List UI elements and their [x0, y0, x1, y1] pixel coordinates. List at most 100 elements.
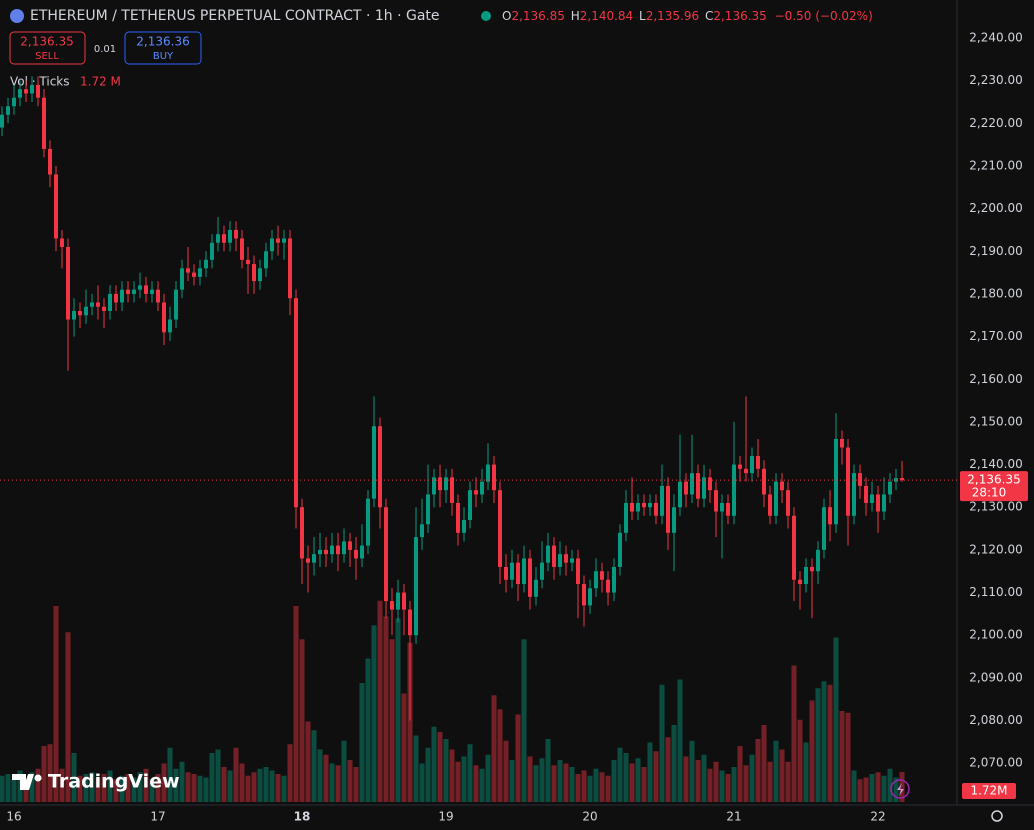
- candle-body: [864, 485, 868, 503]
- o-label: O: [502, 9, 511, 23]
- candle-body: [576, 558, 580, 585]
- candle-body: [750, 456, 754, 474]
- volume-bar: [851, 770, 857, 802]
- volume-bar: [683, 756, 689, 802]
- candle-body: [324, 549, 328, 555]
- volume-bar: [65, 632, 71, 802]
- candle-body: [384, 507, 388, 602]
- candle-body: [90, 302, 94, 307]
- candle-body: [240, 238, 244, 260]
- volume-bar: [665, 737, 671, 802]
- settings-button[interactable]: [991, 810, 1003, 822]
- candle-body: [360, 545, 364, 559]
- chart-title: ETHEREUM / TETHERUS PERPETUAL CONTRACT ·…: [30, 8, 440, 24]
- y-tick-label: 2,130.00: [969, 500, 1022, 514]
- candle-body: [78, 310, 82, 316]
- candle-body: [882, 494, 886, 512]
- candle-body: [210, 242, 214, 260]
- x-tick-label: 21: [726, 810, 741, 824]
- volume-bar: [707, 768, 713, 802]
- volume-bar: [431, 726, 437, 802]
- volume-bar: [485, 754, 491, 802]
- volume-bar: [815, 688, 821, 802]
- candle-body: [60, 238, 64, 248]
- volume-bar: [353, 767, 359, 802]
- o-value: 2,136.85: [511, 9, 564, 23]
- candle-body: [108, 293, 112, 311]
- candle-body: [792, 515, 796, 580]
- candle-body: [228, 229, 232, 243]
- candle-body: [516, 562, 520, 585]
- volume-bar: [293, 606, 299, 802]
- volume-bar: [617, 747, 623, 802]
- volume-bar: [443, 739, 449, 802]
- volume-bar: [47, 744, 53, 802]
- volume-bar: [257, 768, 263, 802]
- volume-bar: [263, 767, 269, 802]
- volume-bar: [107, 770, 113, 802]
- status-dot: [481, 11, 491, 21]
- candle-body: [366, 498, 370, 546]
- volume-bar: [155, 774, 161, 802]
- volume-bar: [539, 758, 545, 802]
- volume-bar: [575, 774, 581, 802]
- volume-bar: [179, 761, 185, 802]
- y-tick-label: 2,140.00: [969, 457, 1022, 471]
- candle-body: [18, 89, 22, 98]
- volume-bar: [809, 700, 815, 802]
- candle-body: [378, 426, 382, 508]
- candle-body: [282, 238, 286, 243]
- volume-bar: [95, 777, 101, 802]
- sell-button[interactable]: [9, 31, 86, 65]
- volume-bar: [269, 770, 275, 802]
- candle-body: [294, 298, 298, 508]
- candle-body: [24, 89, 28, 94]
- candle-body: [342, 541, 346, 555]
- volume-bar: [653, 751, 659, 802]
- volume-bar: [857, 779, 863, 802]
- candle-body: [630, 502, 634, 512]
- volume-bar: [737, 746, 743, 802]
- volume-bar: [389, 639, 395, 802]
- candle-body: [84, 306, 88, 316]
- candle-body: [702, 477, 706, 499]
- volume-bar: [713, 761, 719, 802]
- candle-body: [474, 490, 478, 495]
- candle-body: [492, 464, 496, 491]
- volume-bar: [647, 742, 653, 802]
- lightning-button[interactable]: [890, 779, 910, 799]
- volume-bar: [803, 742, 809, 802]
- l-label: L: [639, 9, 646, 23]
- volume-bar: [881, 775, 887, 802]
- candle-body: [546, 545, 550, 563]
- volume-bar: [323, 754, 329, 802]
- volume-bar: [287, 744, 293, 802]
- candle-body: [498, 490, 502, 567]
- volume-bar: [365, 658, 371, 802]
- volume-bar: [209, 753, 215, 802]
- volume-bar: [479, 768, 485, 802]
- candle-body: [606, 579, 610, 593]
- volume-bar: [545, 739, 551, 802]
- candle-body: [390, 601, 394, 610]
- volume-bar: [785, 761, 791, 802]
- buy-button[interactable]: [124, 31, 202, 65]
- volume-bar: [71, 753, 77, 802]
- y-tick-label: 2,200.00: [969, 201, 1022, 215]
- volume-bar: [425, 747, 431, 802]
- symbol-icon: [10, 9, 24, 23]
- candle-body: [600, 571, 604, 580]
- volume-bar: [239, 763, 245, 802]
- x-tick-label: 17: [150, 810, 165, 824]
- candle-body: [870, 494, 874, 503]
- candle-body: [414, 537, 418, 636]
- volume-bar: [719, 770, 725, 802]
- candle-body: [444, 477, 448, 491]
- candle-body: [48, 148, 52, 175]
- candle-body: [726, 502, 730, 516]
- volume-bar: [761, 725, 767, 802]
- volume-bar: [569, 767, 575, 802]
- y-tick-label: 2,110.00: [969, 585, 1022, 599]
